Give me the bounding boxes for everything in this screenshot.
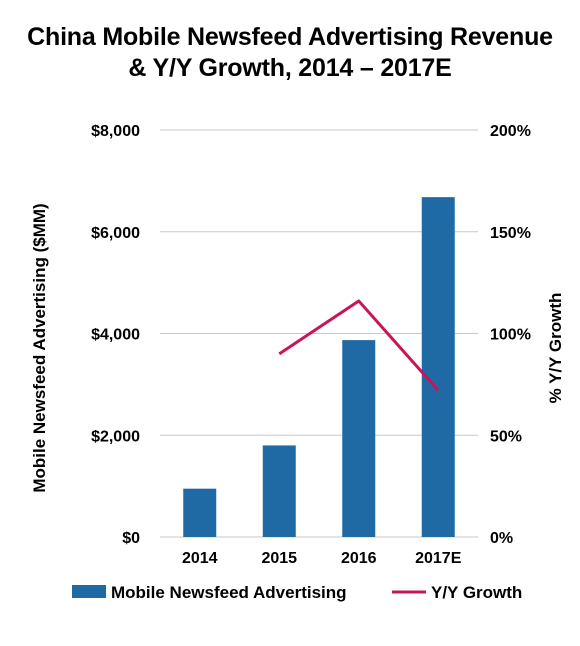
x-tick-label: 2017E	[415, 550, 462, 567]
y2-tick-label: 150%	[490, 225, 531, 242]
bar	[342, 340, 376, 537]
bar	[262, 445, 296, 537]
line-series	[278, 299, 440, 392]
right-axis-ticks: 0% 50% 100% 150% 200%	[490, 123, 531, 547]
legend-bar-swatch	[72, 585, 106, 598]
y-tick-label: $4,000	[91, 327, 140, 344]
legend: Mobile Newsfeed Advertising Y/Y Growth	[72, 583, 522, 602]
bar-series	[183, 197, 455, 537]
bar	[421, 197, 455, 537]
chart-title-line-1: China Mobile Newsfeed Advertising Revenu…	[27, 23, 553, 51]
bar	[183, 488, 217, 537]
x-axis-ticks: 2014 2015 2016 2017E	[182, 550, 462, 567]
y2-tick-label: 100%	[490, 327, 531, 344]
growth-line	[278, 299, 440, 392]
y2-axis-label: % Y/Y Growth	[546, 293, 565, 404]
chart-title: China Mobile Newsfeed Advertising Revenu…	[0, 22, 580, 84]
y2-tick-label: 0%	[490, 530, 513, 547]
chart-title-line-2: & Y/Y Growth, 2014 – 2017E	[128, 54, 452, 82]
legend-line-label: Y/Y Growth	[431, 583, 522, 602]
x-tick-label: 2014	[182, 550, 218, 567]
x-tick-label: 2016	[341, 550, 377, 567]
x-tick-label: 2015	[261, 550, 297, 567]
y-axis-label: Mobile Newsfeed Advertising ($MM)	[30, 203, 49, 492]
y-tick-label: $8,000	[91, 123, 140, 140]
y-tick-label: $6,000	[91, 225, 140, 242]
legend-bar-label: Mobile Newsfeed Advertising	[111, 583, 347, 602]
left-axis-ticks: $0 $2,000 $4,000 $6,000 $8,000	[91, 123, 140, 547]
y2-tick-label: 50%	[490, 428, 522, 445]
y-tick-label: $0	[122, 530, 140, 547]
y2-tick-label: 200%	[490, 123, 531, 140]
y-tick-label: $2,000	[91, 428, 140, 445]
